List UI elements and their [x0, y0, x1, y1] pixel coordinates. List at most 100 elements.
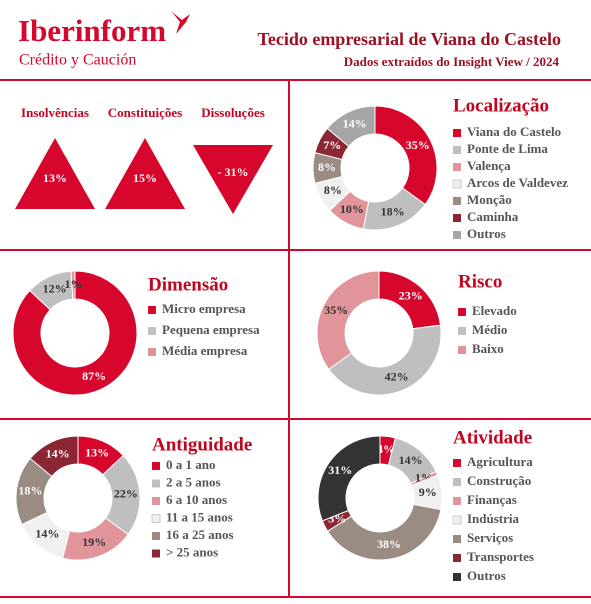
legend-label: Valença [467, 158, 511, 173]
legend-swatch [148, 306, 156, 314]
chart-title: Risco [458, 271, 502, 292]
indicator-value: 15% [133, 171, 157, 185]
legend-swatch [452, 179, 462, 189]
donut-slice [326, 105, 376, 148]
legend-swatch [453, 573, 461, 581]
indicator-label: Constituições [108, 105, 182, 120]
data-label: 8% [324, 183, 342, 197]
legend-label: Pequena empresa [162, 322, 260, 337]
data-label: 14% [399, 453, 423, 467]
data-label: 18% [381, 204, 405, 218]
legend-swatch [453, 214, 461, 222]
legend-swatch [458, 327, 466, 335]
data-label: 23% [399, 289, 423, 303]
legend-swatch [458, 346, 466, 354]
legend-label: Agricultura [467, 454, 533, 469]
legend-swatch [458, 308, 466, 316]
legend-swatch [151, 514, 161, 523]
data-label: 35% [324, 303, 348, 317]
data-label: 7% [323, 138, 341, 152]
data-label: 4% [377, 442, 395, 456]
indicator-value: 13% [43, 171, 67, 185]
legend-label: Médio [472, 322, 507, 337]
data-label: 14% [46, 446, 70, 460]
legend-label: 16 a 25 anos [166, 527, 234, 542]
legend-label: Baixo [472, 341, 504, 356]
chart-title: Dimensão [148, 274, 228, 295]
data-label: 1% [64, 277, 82, 291]
legend-label: Outros [467, 568, 506, 583]
legend-swatch [453, 497, 461, 505]
donut-slice [317, 435, 381, 522]
page-title: Tecido empresarial de Viana do Castelo [257, 29, 561, 49]
legend-swatch [453, 146, 461, 154]
legend-swatch [152, 462, 160, 470]
legend-label: Média empresa [162, 343, 248, 358]
brand: Iberinform [18, 13, 166, 48]
data-label: 14% [343, 116, 367, 130]
legend-swatch [152, 479, 160, 488]
legend-swatch [452, 515, 462, 525]
legend-label: Arcos de Valdevez [467, 175, 568, 190]
data-label: 13% [85, 446, 109, 460]
brand-sub: Crédito y Caución [19, 52, 136, 69]
indicator-value: - 31% [218, 165, 249, 179]
data-label: 14% [35, 527, 59, 541]
legend-label: Finanças [467, 492, 517, 507]
legend-swatch [152, 497, 160, 505]
legend-swatch [453, 459, 461, 467]
legend-swatch [148, 327, 156, 335]
data-label: 38% [377, 537, 401, 551]
chart-title: Localização [453, 95, 549, 116]
donut-slice [70, 270, 76, 300]
legend-swatch [453, 129, 461, 137]
donut-slice [316, 270, 380, 371]
logo-bird [172, 12, 190, 34]
legend-swatch [453, 554, 461, 562]
legend-label: Indústria [467, 511, 520, 526]
legend-label: Elevado [472, 303, 517, 318]
donut-slice [12, 270, 138, 396]
data-label: 35% [406, 138, 430, 152]
donut-slice [29, 435, 79, 478]
data-label: 31% [328, 463, 352, 477]
indicator-label: Dissoluções [201, 105, 265, 120]
page-subtitle: Dados extraídos do Insight View / 2024 [344, 54, 560, 69]
legend-label: Caminha [467, 209, 519, 224]
donut-slice [374, 105, 438, 206]
chart-title: Antiguidade [152, 434, 252, 455]
donut-slice [326, 503, 442, 561]
legend-label: 2 a 5 anos [166, 474, 221, 489]
indicator-triangle [193, 145, 273, 214]
data-label: 19% [82, 535, 106, 549]
chart-title: Atividade [453, 427, 532, 448]
data-label: 87% [82, 369, 106, 383]
legend-swatch [453, 163, 461, 171]
legend-swatch [453, 197, 461, 205]
legend-label: 11 a 15 anos [166, 509, 233, 524]
legend-label: > 25 anos [166, 544, 218, 559]
legend-label: Monção [467, 192, 512, 207]
legend-label: Construção [467, 473, 531, 488]
legend-label: Transportes [467, 549, 534, 564]
data-label: 12% [43, 281, 67, 295]
legend-label: Ponte de Lima [467, 141, 548, 156]
legend-label: 0 a 1 ano [166, 457, 215, 472]
legend-label: Micro empresa [162, 301, 246, 316]
legend-swatch [453, 478, 461, 486]
legend-label: Viana do Castelo [467, 124, 561, 139]
legend-label: 6 a 10 anos [166, 492, 227, 507]
data-label: 9% [419, 485, 437, 499]
legend-swatch [453, 231, 461, 239]
legend-label: Outros [467, 226, 506, 241]
data-label: 22% [114, 487, 138, 501]
data-label: 18% [18, 484, 42, 498]
donut-slice [328, 324, 442, 396]
indicator-triangle [15, 138, 95, 209]
legend-swatch [152, 549, 160, 558]
indicator-label: Insolvências [21, 105, 89, 120]
indicator-triangle [105, 138, 185, 209]
legend-label: Serviços [467, 530, 513, 545]
legend-swatch [152, 532, 160, 540]
